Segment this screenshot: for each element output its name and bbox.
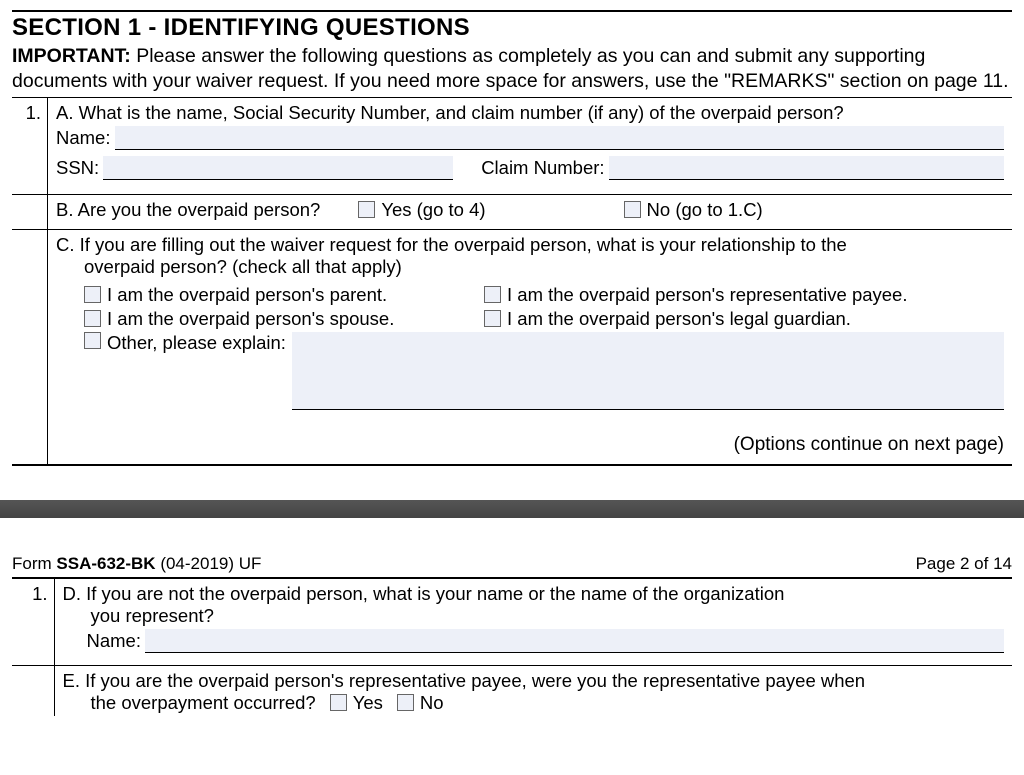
question-1-table: 1. A. What is the name, Social Security … xyxy=(12,97,1012,466)
opt-payee: I am the overpaid person's representativ… xyxy=(507,284,908,305)
q1c-text-line2: overpaid person? (check all that apply) xyxy=(56,256,1004,278)
opt-other: Other, please explain: xyxy=(107,332,286,354)
q1e-text-line2: the overpayment occurred? xyxy=(91,692,316,714)
opt-spouse: I am the overpaid person's spouse. xyxy=(107,308,394,329)
form-code: SSA-632-BK xyxy=(56,554,155,573)
q1d-name-label: Name: xyxy=(87,630,142,652)
q1e-no-label: No xyxy=(420,692,444,713)
name-input[interactable] xyxy=(115,126,1005,150)
page-number: Page 2 of 14 xyxy=(916,554,1012,574)
cb-guardian[interactable] xyxy=(484,310,501,327)
page-footer: Form SSA-632-BK (04-2019) UF Page 2 of 1… xyxy=(12,554,1012,579)
q1c-text-line1: C. If you are filling out the waiver req… xyxy=(56,234,1004,256)
q1d-text-line2: you represent? xyxy=(63,605,1005,627)
opt-parent: I am the overpaid person's parent. xyxy=(107,284,387,305)
q1-number: 1. xyxy=(12,97,48,194)
section-title: SECTION 1 - IDENTIFYING QUESTIONS xyxy=(12,10,1012,42)
ssn-label: SSN: xyxy=(56,157,99,179)
name-label: Name: xyxy=(56,127,111,149)
q1e-no-checkbox[interactable] xyxy=(397,694,414,711)
q1d-text-line1: D. If you are not the overpaid person, w… xyxy=(63,583,1005,605)
q1b-text: B. Are you the overpaid person? xyxy=(56,199,320,221)
form-prefix: Form xyxy=(12,554,56,573)
q1e-text-line1: E. If you are the overpaid person's repr… xyxy=(63,670,1005,692)
cb-other[interactable] xyxy=(84,332,101,349)
important-label: IMPORTANT: xyxy=(12,45,131,67)
q1d-name-input[interactable] xyxy=(145,629,1004,653)
claim-label: Claim Number: xyxy=(481,157,604,179)
q1e-yes-label: Yes xyxy=(353,692,383,713)
question-1-continued-table: 1. D. If you are not the overpaid person… xyxy=(12,579,1012,716)
q1-number-cont: 1. xyxy=(12,579,54,666)
cb-parent[interactable] xyxy=(84,286,101,303)
page-break xyxy=(0,500,1024,518)
cb-payee[interactable] xyxy=(484,286,501,303)
cb-spouse[interactable] xyxy=(84,310,101,327)
opt-guardian: I am the overpaid person's legal guardia… xyxy=(507,308,851,329)
form-suffix: (04-2019) UF xyxy=(156,554,262,573)
q1b-no-label: No (go to 1.C) xyxy=(647,199,763,220)
q1e-yes-checkbox[interactable] xyxy=(330,694,347,711)
q1b-no-checkbox[interactable] xyxy=(624,201,641,218)
claim-input[interactable] xyxy=(609,156,1004,180)
q1a-text: A. What is the name, Social Security Num… xyxy=(56,102,1004,124)
important-note: IMPORTANT: Please answer the following q… xyxy=(12,44,1012,95)
continue-note: (Options continue on next page) xyxy=(56,414,1004,456)
other-explain-input[interactable] xyxy=(292,332,1004,410)
q1b-yes-label: Yes (go to 4) xyxy=(381,199,485,220)
important-text: Please answer the following questions as… xyxy=(12,45,1009,92)
ssn-input[interactable] xyxy=(103,156,453,180)
q1b-yes-checkbox[interactable] xyxy=(358,201,375,218)
